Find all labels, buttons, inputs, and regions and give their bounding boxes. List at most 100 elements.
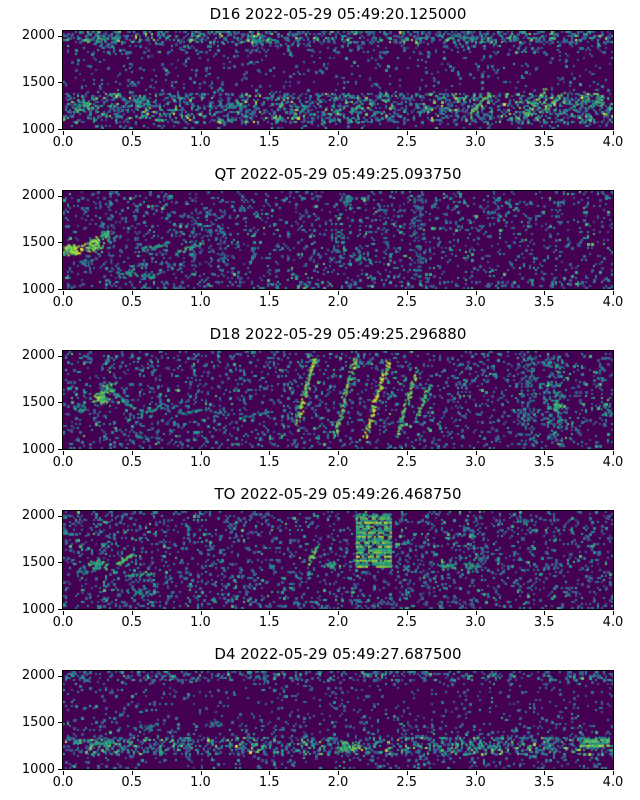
x-tick-mark [613,291,614,295]
y-tick-mark [58,402,62,404]
x-tick-mark [269,771,271,775]
x-tick-mark [269,131,271,135]
x-tick-label: 0.0 [52,455,74,470]
x-tick-mark [406,451,408,455]
y-tick-mark [58,35,62,37]
x-tick-label: 3.0 [465,615,486,630]
x-tick-label: 2.0 [327,455,349,470]
x-tick-label: 4.0 [602,295,624,310]
panel-title: D18 2022-05-29 05:49:25.296880 [209,325,467,343]
y-tick-label: 2000 [21,188,55,204]
x-tick-label: 1.5 [258,455,280,470]
x-tick-label: 0.5 [121,295,143,310]
x-tick-mark [63,291,64,295]
y-tick-mark [58,675,62,677]
x-tick-label: 1.5 [258,615,280,630]
x-tick-label: 0.5 [121,615,143,630]
spectrogram-image [63,191,613,289]
x-tick-mark [200,451,202,455]
x-tick-mark [269,611,271,615]
x-tick-label: 0.5 [121,455,143,470]
x-tick-mark [63,771,64,775]
spectrogram-panel-D16: D16 2022-05-29 05:49:20.125000 2000 1500 10… [0,0,640,160]
spectrogram-panel-D4: D4 2022-05-29 05:49:27.687500 2000 1500 100… [0,640,640,800]
y-tick-label: 2000 [21,668,55,684]
x-tick-label: 0.0 [52,295,74,310]
x-tick-label: 3.5 [533,455,555,470]
x-tick-mark [475,611,477,615]
x-tick-label: 3.5 [533,295,555,310]
x-tick-label: 3.0 [465,775,486,790]
axes-frame [62,30,614,130]
x-tick-mark [63,451,64,455]
y-tick-mark [58,355,62,357]
x-tick-mark [200,771,202,775]
x-tick-label: 0.0 [52,135,74,150]
x-tick-mark [406,131,408,135]
x-tick-mark [406,291,408,295]
panel-title: QT 2022-05-29 05:49:25.093750 [214,165,462,183]
x-tick-mark [544,451,546,455]
x-tick-label: 3.5 [533,615,555,630]
x-tick-mark [475,131,477,135]
x-tick-label: 0.5 [121,775,143,790]
x-tick-mark [406,771,408,775]
y-tick-label: 1000 [21,441,55,457]
x-tick-label: 4.0 [602,615,624,630]
panel-title: D16 2022-05-29 05:49:20.125000 [209,5,467,23]
x-tick-mark [544,291,546,295]
axes-frame [62,350,614,450]
x-tick-mark [269,451,271,455]
y-tick-mark [58,82,62,84]
y-tick-label: 1500 [21,394,55,410]
spectrogram-panel-TO: TO 2022-05-29 05:49:26.468750 2000 1500 100… [0,480,640,640]
y-tick-mark [58,195,62,197]
x-tick-mark [200,131,202,135]
x-tick-mark [613,771,614,775]
x-tick-mark [613,451,614,455]
x-tick-mark [131,131,133,135]
spectrogram-image [63,31,613,129]
x-tick-label: 4.0 [602,455,624,470]
x-tick-mark [131,451,133,455]
y-tick-label: 2000 [21,28,55,44]
x-tick-mark [544,771,546,775]
x-tick-mark [131,291,133,295]
y-tick-mark [58,515,62,517]
x-tick-label: 4.0 [602,135,624,150]
x-tick-label: 1.5 [258,295,280,310]
x-tick-label: 2.5 [396,775,418,790]
x-tick-label: 0.0 [52,615,74,630]
y-tick-label: 1000 [21,281,55,297]
x-tick-mark [338,611,339,615]
x-tick-mark [269,291,271,295]
x-tick-label: 0.5 [121,135,143,150]
y-tick-label: 1500 [21,74,55,90]
panel-title: TO 2022-05-29 05:49:26.468750 [214,485,462,503]
y-tick-label: 2000 [21,508,55,524]
x-tick-label: 3.5 [533,775,555,790]
x-tick-label: 1.0 [190,615,211,630]
x-tick-mark [338,771,339,775]
axes-frame [62,190,614,290]
spectrogram-image [63,671,613,769]
y-tick-mark [58,289,62,290]
x-tick-label: 2.5 [396,615,418,630]
x-tick-mark [200,291,202,295]
x-tick-mark [338,131,339,135]
x-tick-label: 2.0 [327,615,349,630]
y-tick-label: 2000 [21,348,55,364]
x-tick-label: 0.0 [52,775,74,790]
y-tick-label: 1000 [21,121,55,137]
x-tick-mark [131,771,133,775]
spectrogram-image [63,511,613,609]
y-tick-label: 1000 [21,601,55,617]
x-tick-mark [613,611,614,615]
x-tick-mark [338,291,339,295]
x-tick-mark [544,611,546,615]
x-tick-mark [475,451,477,455]
y-tick-mark [58,769,62,770]
y-tick-mark [58,129,62,130]
y-tick-label: 1500 [21,234,55,250]
